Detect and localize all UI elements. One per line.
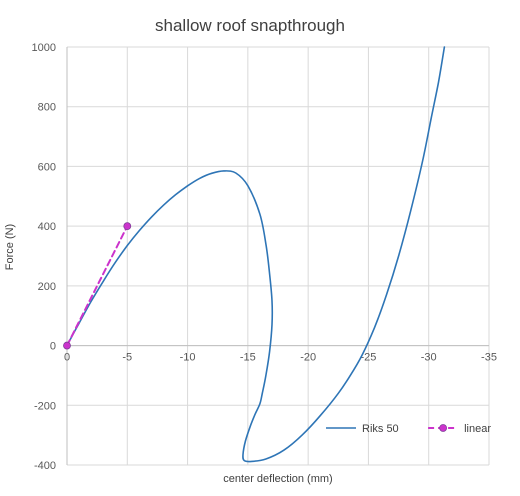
series-line-linear: [66, 225, 129, 347]
legend-marker-linear: [439, 424, 448, 432]
y-tick-label: 800: [38, 102, 56, 114]
y-tick-label: 0: [50, 341, 56, 353]
chart-title: shallow roof snapthrough: [155, 16, 345, 35]
grid: [66, 46, 490, 466]
x-axis-label: center deflection (mm): [223, 473, 332, 485]
x-tick-label: 0: [64, 352, 70, 364]
series-line-riks-50: [66, 46, 446, 463]
y-tick-label: 1000: [32, 42, 56, 54]
legend: Riks 50 linear: [326, 423, 491, 435]
y-tick-label: -200: [34, 400, 56, 412]
y-axis-label: Force (N): [4, 224, 16, 270]
series-layer: [63, 46, 446, 463]
x-tick-label: -15: [240, 352, 256, 364]
y-tick-labels: -400 -200 0 200 400 600 800 1000: [32, 42, 56, 472]
y-tick-label: 600: [38, 161, 56, 173]
x-tick-labels: 0 -5 -10 -15 -20 -25 -30 -35: [64, 352, 497, 364]
x-tick-label: -30: [421, 352, 437, 364]
x-tick-label: -20: [300, 352, 316, 364]
legend-label-riks-50: Riks 50: [362, 423, 399, 435]
x-tick-label: -5: [122, 352, 132, 364]
data-point-linear-1: [123, 222, 132, 231]
x-tick-label: -25: [360, 352, 376, 364]
y-tick-label: -400: [34, 460, 56, 472]
data-point-linear-0: [63, 341, 71, 350]
x-tick-label: -10: [180, 352, 196, 364]
legend-label-linear: linear: [464, 423, 491, 435]
x-tick-label: -35: [481, 352, 497, 364]
y-tick-label: 200: [38, 281, 56, 293]
y-tick-label: 400: [38, 221, 56, 233]
